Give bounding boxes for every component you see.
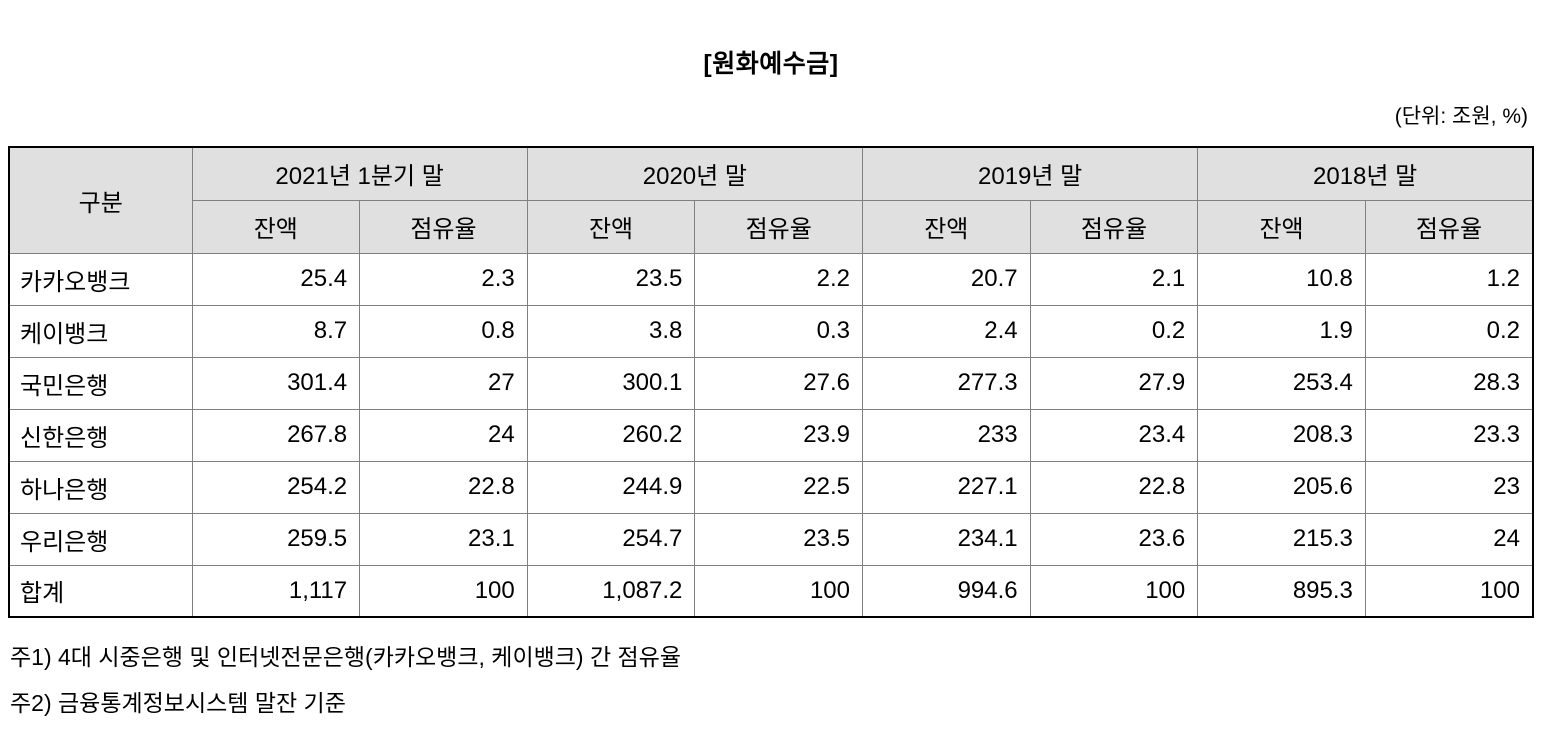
value-cell: 23.3 — [1364, 408, 1534, 462]
table-row: 카카오뱅크 25.4 2.3 23.5 2.2 20.7 2.1 10.8 1.2 — [8, 252, 1534, 306]
value-cell: 277.3 — [862, 356, 1031, 410]
value-cell: 244.9 — [526, 460, 696, 514]
value-cell: 22.8 — [1029, 460, 1199, 514]
table-header: 구분 2021년 1분기 말 2020년 말 2019년 말 2018년 말 잔… — [8, 146, 1534, 254]
value-cell: 23.5 — [694, 512, 863, 566]
period-header-2019: 2019년 말 — [861, 146, 1199, 201]
value-cell: 100 — [359, 564, 528, 618]
value-cell: 20.7 — [862, 252, 1031, 306]
value-cell: 301.4 — [191, 356, 361, 410]
deposit-table: 구분 2021년 1분기 말 2020년 말 2019년 말 2018년 말 잔… — [8, 146, 1534, 618]
value-cell: 1,087.2 — [526, 564, 696, 618]
value-cell: 1.2 — [1364, 252, 1534, 306]
sub-header-balance: 잔액 — [191, 199, 361, 254]
value-cell: 23.6 — [1029, 512, 1199, 566]
value-cell: 23 — [1364, 460, 1534, 514]
row-label: 국민은행 — [8, 356, 193, 410]
value-cell: 0.2 — [1029, 304, 1199, 358]
sub-header-share: 점유율 — [1029, 199, 1199, 254]
value-cell: 0.3 — [694, 304, 863, 358]
unit-note: (단위: 조원, %) — [1394, 105, 1528, 128]
value-cell: 23.9 — [694, 408, 863, 462]
value-cell: 254.2 — [191, 460, 361, 514]
value-cell: 2.1 — [1029, 252, 1199, 306]
value-cell: 25.4 — [191, 252, 361, 306]
table-row: 하나은행 254.2 22.8 244.9 22.5 227.1 22.8 205.6 23 — [8, 460, 1534, 514]
period-header-2018: 2018년 말 — [1197, 146, 1534, 201]
sub-header-share: 점유율 — [359, 199, 528, 254]
table-body: 카카오뱅크 25.4 2.3 23.5 2.2 20.7 2.1 10.8 1.2 케이뱅크 8.7… — [8, 252, 1534, 618]
value-cell: 215.3 — [1197, 512, 1366, 566]
sub-header-row: 잔액 점유율 잔액 점유율 잔액 점유율 잔액 점유율 — [9, 199, 1534, 254]
sub-header-share: 점유율 — [1364, 199, 1534, 254]
value-cell: 895.3 — [1197, 564, 1366, 618]
row-label: 케이뱅크 — [8, 304, 193, 358]
table-row: 우리은행 259.5 23.1 254.7 23.5 234.1 23.6 215.3 24 — [8, 512, 1534, 566]
value-cell: 994.6 — [862, 564, 1031, 618]
value-cell: 2.4 — [862, 304, 1031, 358]
row-label: 우리은행 — [8, 512, 193, 566]
value-cell: 208.3 — [1197, 408, 1366, 462]
value-cell: 205.6 — [1197, 460, 1366, 514]
value-cell: 24 — [359, 408, 528, 462]
value-cell: 267.8 — [191, 408, 361, 462]
value-cell: 2.3 — [359, 252, 528, 306]
value-cell: 27.6 — [694, 356, 863, 410]
value-cell: 23.5 — [526, 252, 696, 306]
value-cell: 22.8 — [359, 460, 528, 514]
value-cell: 24 — [1364, 512, 1534, 566]
value-cell: 0.8 — [359, 304, 528, 358]
period-header-row: 구분 2021년 1분기 말 2020년 말 2019년 말 2018년 말 — [8, 146, 1534, 254]
value-cell: 300.1 — [526, 356, 696, 410]
value-cell: 234.1 — [862, 512, 1031, 566]
value-cell: 260.2 — [526, 408, 696, 462]
value-cell: 100 — [694, 564, 863, 618]
value-cell: 233 — [862, 408, 1031, 462]
value-cell: 27 — [359, 356, 528, 410]
value-cell: 259.5 — [191, 512, 361, 566]
value-cell: 28.3 — [1364, 356, 1534, 410]
value-cell: 3.8 — [526, 304, 696, 358]
table-row: 합계 1,117 100 1,087.2 100 994.6 100 895.3 100 — [8, 564, 1534, 618]
row-label: 합계 — [8, 564, 193, 618]
page-title: [원화예수금] — [703, 50, 839, 78]
value-cell: 253.4 — [1197, 356, 1366, 410]
value-cell: 0.2 — [1364, 304, 1534, 358]
value-cell: 10.8 — [1197, 252, 1366, 306]
table-row: 국민은행 301.4 27 300.1 27.6 277.3 27.9 253.4 28.3 — [8, 356, 1534, 410]
row-label: 카카오뱅크 — [8, 252, 193, 306]
period-header-2021q1: 2021년 1분기 말 — [191, 146, 528, 201]
footnote-2: 주2) 금융통계정보시스템 말잔 기준 — [10, 690, 346, 716]
sub-header-balance: 잔액 — [862, 199, 1031, 254]
footnote-1: 주1) 4대 시중은행 및 인터넷전문은행(카카오뱅크, 케이뱅크) 간 점유율 — [10, 644, 682, 670]
value-cell: 27.9 — [1029, 356, 1199, 410]
value-cell: 1,117 — [191, 564, 361, 618]
corner-header: 구분 — [8, 146, 193, 254]
value-cell: 8.7 — [191, 304, 361, 358]
sub-header-balance: 잔액 — [1197, 199, 1366, 254]
table-row: 케이뱅크 8.7 0.8 3.8 0.3 2.4 0.2 1.9 0.2 — [8, 304, 1534, 358]
sub-header-share: 점유율 — [694, 199, 863, 254]
value-cell: 2.2 — [694, 252, 863, 306]
value-cell: 23.1 — [359, 512, 528, 566]
table-row: 신한은행 267.8 24 260.2 23.9 233 23.4 208.3 23.3 — [8, 408, 1534, 462]
value-cell: 100 — [1364, 564, 1534, 618]
row-label: 하나은행 — [8, 460, 193, 514]
row-label: 신한은행 — [8, 408, 193, 462]
value-cell: 1.9 — [1197, 304, 1366, 358]
period-header-2020: 2020년 말 — [526, 146, 864, 201]
value-cell: 227.1 — [862, 460, 1031, 514]
footnotes: 주1) 4대 시중은행 및 인터넷전문은행(카카오뱅크, 케이뱅크) 간 점유율… — [10, 634, 1542, 726]
value-cell: 22.5 — [694, 460, 863, 514]
sub-header-balance: 잔액 — [526, 199, 696, 254]
value-cell: 23.4 — [1029, 408, 1199, 462]
value-cell: 254.7 — [526, 512, 696, 566]
value-cell: 100 — [1029, 564, 1199, 618]
